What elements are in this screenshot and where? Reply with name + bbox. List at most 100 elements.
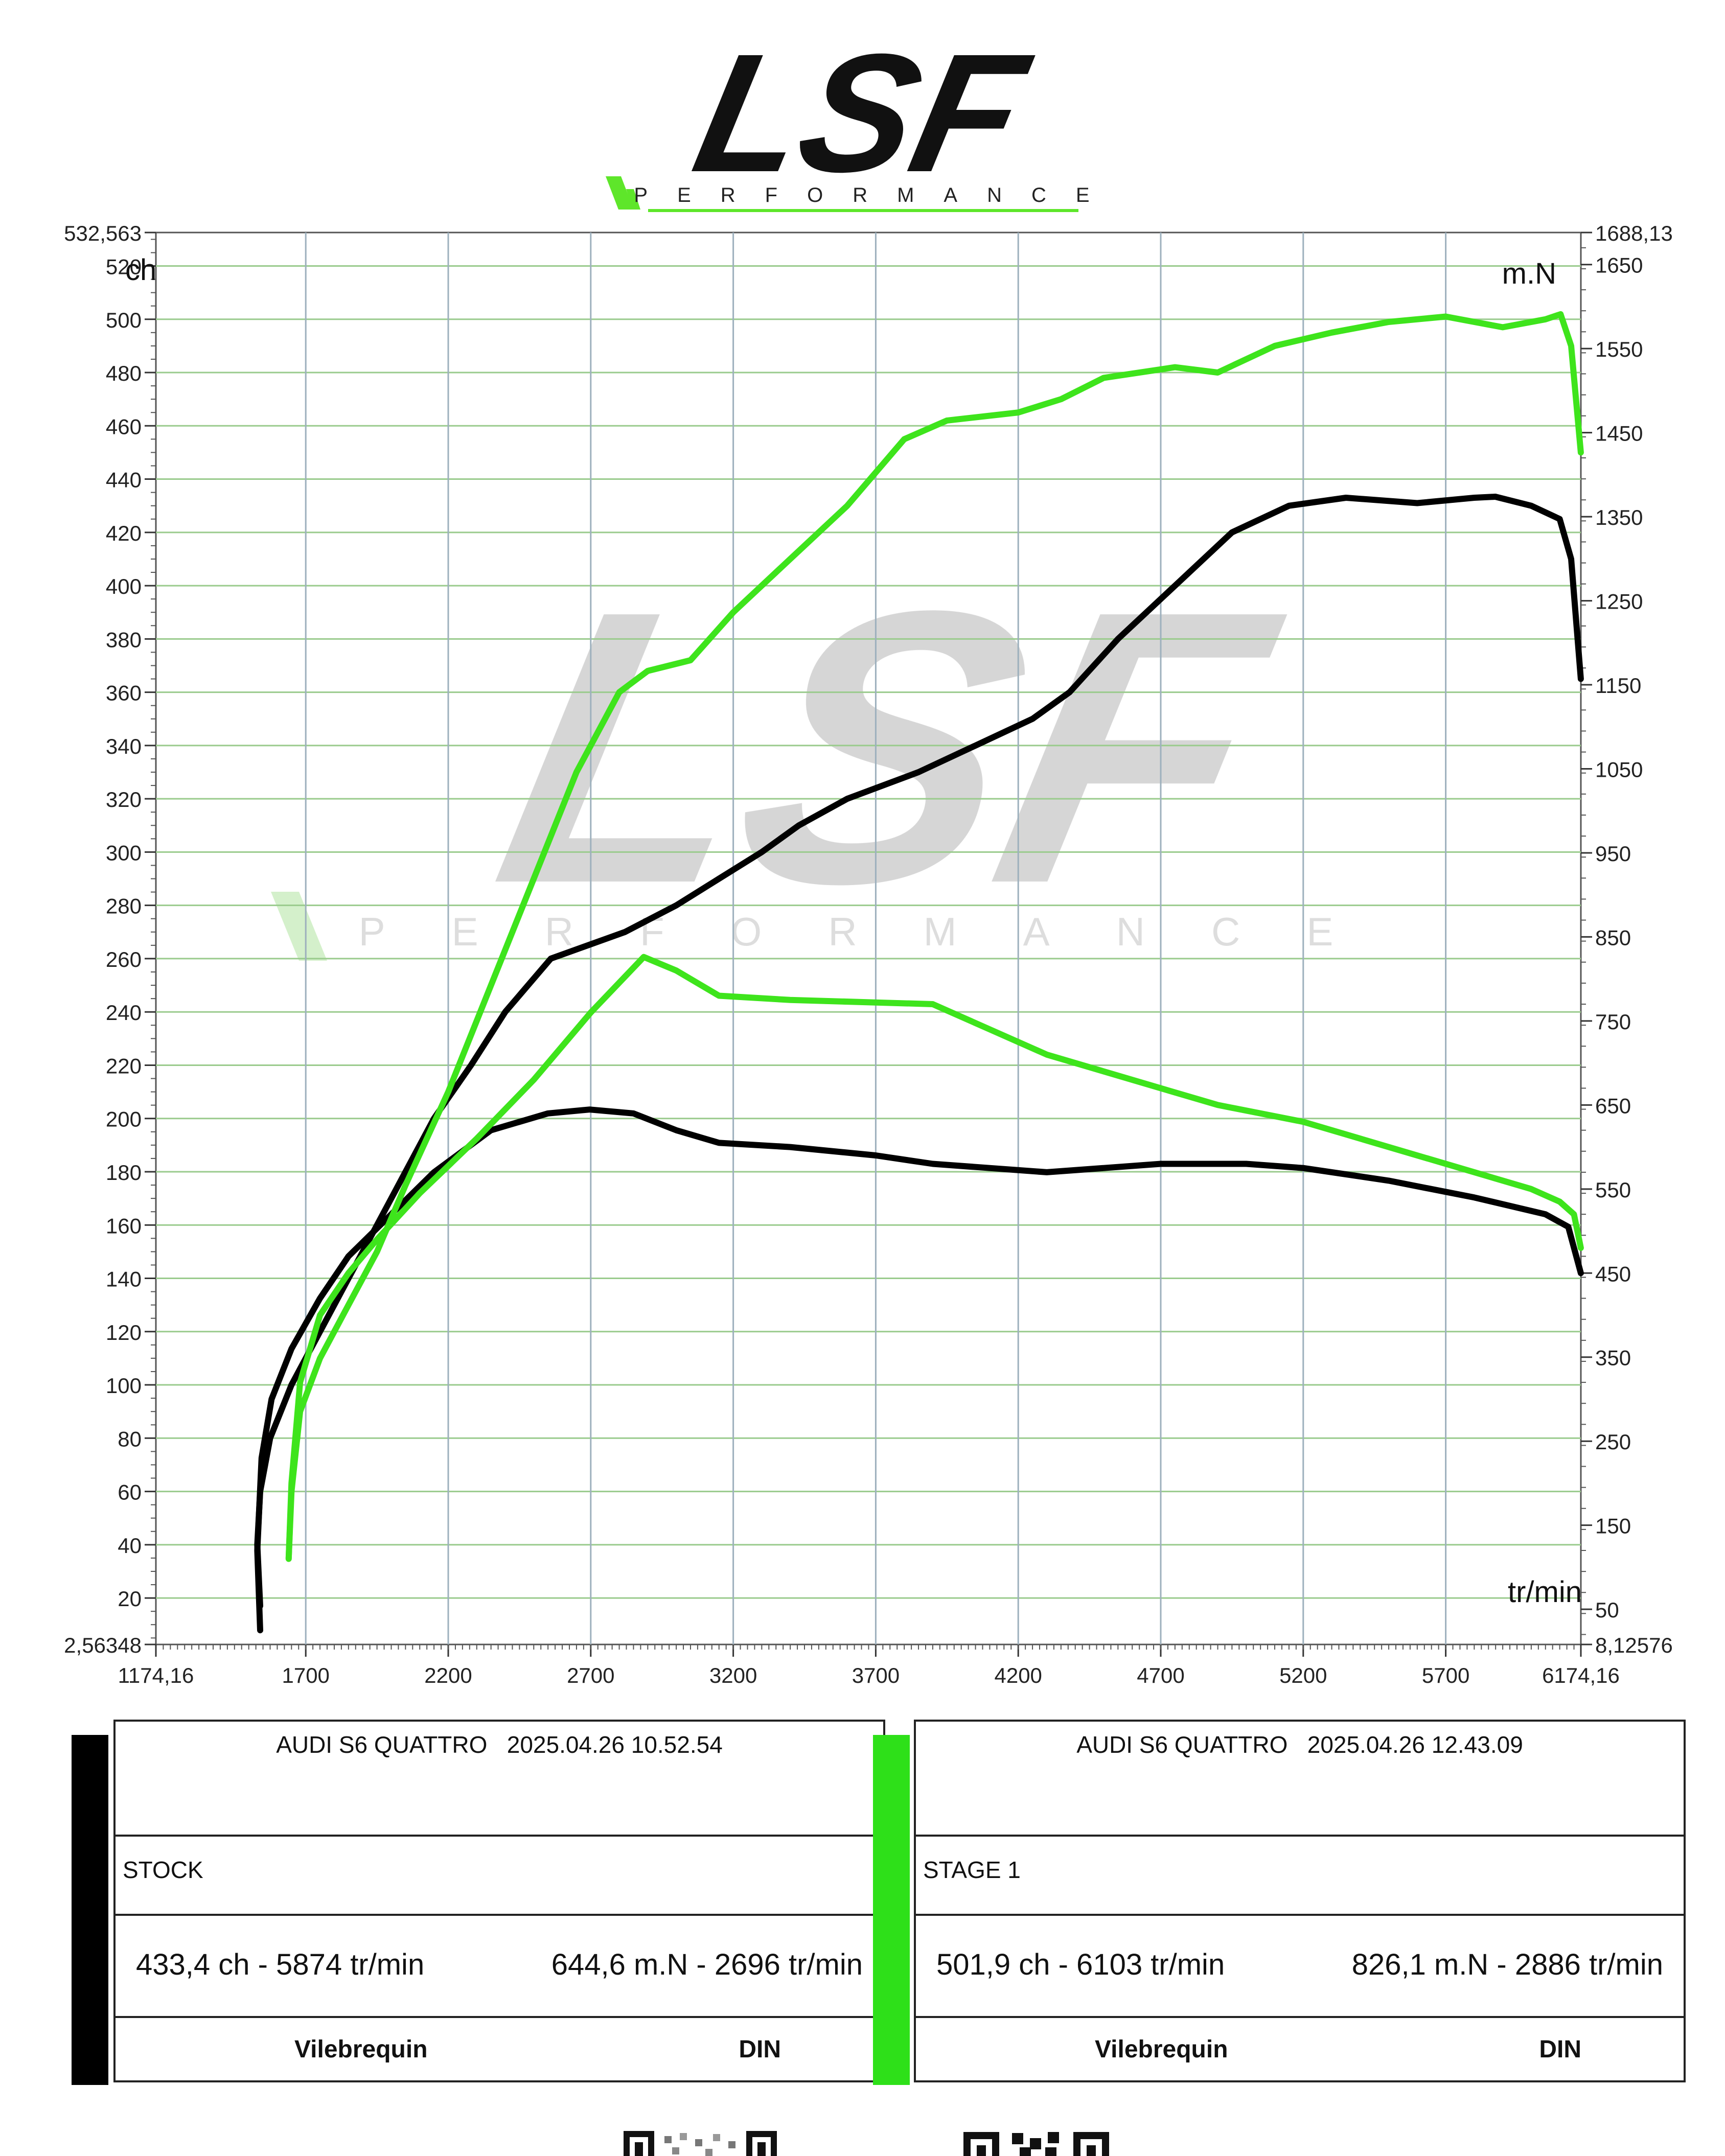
x-tick-label: 1174,16	[118, 1663, 194, 1687]
y-right-tick-label: 8,12576	[1595, 1633, 1673, 1657]
left-axis-label: ch	[125, 253, 156, 287]
qr-code-icon-2[interactable]	[963, 2121, 1112, 2156]
y-left-tick-label: 60	[118, 1480, 142, 1504]
y-left-tick-label: 240	[106, 1001, 142, 1025]
dyno-chart: LSF PERFORMANCE 2,56348 20 40 60 80 100 120 140…	[64, 221, 1673, 1687]
y-left-tick-label: 520	[106, 254, 142, 279]
y-left-tick-label: 500	[106, 308, 142, 332]
y-right-tick-label: 1688,13	[1595, 221, 1673, 245]
y-left-tick-label: 140	[106, 1267, 142, 1291]
y-left-tick-label: 160	[106, 1214, 142, 1238]
lsf-performance-logo: LSF PERFORMANCE	[606, 18, 1119, 212]
watermark-accent-icon	[271, 892, 327, 961]
stage1-color-bar	[873, 1735, 910, 2085]
stock-color-bar	[72, 1735, 108, 2085]
y-right-tick-label: 1550	[1595, 337, 1643, 361]
y-left-tick-label: 2,56348	[64, 1633, 142, 1657]
y-left-tick-label: 120	[106, 1320, 142, 1344]
stock-torque-line	[254, 1106, 1584, 1634]
y-right-tick-label: 1650	[1595, 253, 1643, 277]
timestamp: 2025.04.26 12.43.09	[1307, 1731, 1523, 1758]
max-torque: 644,6 m.N - 2696 tr/min	[551, 1948, 863, 1981]
card-config-row: STAGE 1	[916, 1837, 1684, 1916]
x-tick-label: 6174,16	[1542, 1663, 1620, 1687]
y-left-tick-label: 220	[106, 1054, 142, 1078]
y-left-tick-label: 180	[106, 1161, 142, 1185]
qr-code-icon[interactable]	[624, 2121, 777, 2156]
measure-point: Vilebrequin	[1095, 2036, 1228, 2063]
y-left-tick-label: 80	[118, 1427, 142, 1451]
x-tick-label: 1700	[282, 1663, 329, 1687]
y-left-tick-label: 400	[106, 574, 142, 598]
y-right-tick-label: 650	[1595, 1094, 1631, 1118]
watermark: LSF PERFORMANCE	[271, 530, 1333, 964]
y-right-tick-label: 950	[1595, 842, 1631, 866]
y-left-tick-label: 260	[106, 947, 142, 971]
logo-text: LSF	[681, 18, 1044, 207]
x-tick-label: 5200	[1279, 1663, 1327, 1687]
max-power: 433,4 ch - 5874 tr/min	[136, 1948, 425, 1981]
y-right-tick-label: 1250	[1595, 590, 1643, 614]
stage1-card: AUDI S6 QUATTRO 2025.04.26 12.43.09 STAG…	[914, 1720, 1686, 2082]
max-torque: 826,1 m.N - 2886 tr/min	[1351, 1948, 1663, 1981]
config-label: STOCK	[123, 1857, 203, 1883]
measure-point: Vilebrequin	[294, 2036, 428, 2063]
stock-power-line	[254, 494, 1584, 1609]
y-right-tick-label: 250	[1595, 1430, 1631, 1454]
card-results-row: 433,4 ch - 5874 tr/min 644,6 m.N - 2696 …	[116, 1916, 883, 2018]
y-right-tick-label: 450	[1595, 1262, 1631, 1286]
standard-label: DIN	[739, 2036, 781, 2063]
logo-accent-icon-small	[626, 189, 640, 210]
y-left-tick-label: 460	[106, 414, 142, 438]
card-results-row: 501,9 ch - 6103 tr/min 826,1 m.N - 2886 …	[916, 1916, 1684, 2018]
y-right-tick-label: 850	[1595, 925, 1631, 949]
card-header: AUDI S6 QUATTRO 2025.04.26 10.52.54	[116, 1731, 883, 1758]
logo-subtitle: PERFORMANCE	[634, 184, 1119, 206]
card-header-row: AUDI S6 QUATTRO 2025.04.26 10.52.54	[116, 1722, 883, 1837]
stock-card: AUDI S6 QUATTRO 2025.04.26 10.52.54 STOC…	[113, 1720, 885, 2082]
watermark-text: LSF	[471, 530, 1308, 964]
y-left-tick-label: 320	[106, 787, 142, 812]
x-tick-label: 4700	[1137, 1663, 1184, 1687]
y-right-tick-label: 350	[1595, 1346, 1631, 1370]
y-right-tick-label: 1350	[1595, 505, 1643, 529]
y-left-tick-label: 280	[106, 894, 142, 918]
stage1-torque-line	[285, 954, 1584, 1562]
y-right-tick-label: 1450	[1595, 422, 1643, 446]
standard-label: DIN	[1539, 2036, 1581, 2063]
x-axis-label: tr/min	[1508, 1575, 1582, 1609]
timestamp: 2025.04.26 10.52.54	[507, 1731, 723, 1758]
y-left-tick-label: 40	[118, 1534, 142, 1558]
y-left-tick-label: 300	[106, 841, 142, 865]
y-right-tick-label: 1150	[1595, 674, 1641, 698]
x-tick-label: 4200	[994, 1663, 1042, 1687]
y-left-tick-label: 532,563	[64, 221, 142, 245]
y-left-tick-label: 100	[106, 1374, 142, 1398]
y-right-tick-label: 150	[1595, 1514, 1631, 1538]
vehicle-name: AUDI S6 QUATTRO	[276, 1731, 488, 1758]
y-left-tick-label: 200	[106, 1107, 142, 1131]
max-power: 501,9 ch - 6103 tr/min	[936, 1948, 1225, 1981]
card-header: AUDI S6 QUATTRO 2025.04.26 12.43.09	[916, 1731, 1684, 1758]
x-tick-label: 3200	[709, 1663, 757, 1687]
vehicle-name: AUDI S6 QUATTRO	[1076, 1731, 1288, 1758]
card-header-row: AUDI S6 QUATTRO 2025.04.26 12.43.09	[916, 1722, 1684, 1837]
y-right-tick-label: 750	[1595, 1010, 1631, 1034]
config-label: STAGE 1	[923, 1857, 1021, 1883]
card-footer-row: Vilebrequin DIN	[916, 2018, 1684, 2082]
y-left-tick-label: 480	[106, 361, 142, 385]
x-tick-label: 5700	[1422, 1663, 1469, 1687]
y-right-tick-label: 50	[1595, 1598, 1619, 1622]
y-left-tick-label: 340	[106, 734, 142, 758]
y-left-tick-label: 420	[106, 521, 142, 545]
card-footer-row: Vilebrequin DIN	[116, 2018, 883, 2082]
card-config-row: STOCK	[116, 1837, 883, 1916]
right-axis-label: m.N	[1502, 257, 1556, 290]
logo-accent-icon	[606, 176, 634, 210]
y-left-tick-label: 440	[106, 468, 142, 492]
y-right-tick-label: 550	[1595, 1178, 1631, 1202]
y-right-tick-label: 1050	[1595, 757, 1643, 781]
y-left-tick-label: 20	[118, 1587, 142, 1611]
y-left-tick-label: 360	[106, 681, 142, 705]
y-left-tick-label: 380	[106, 628, 142, 652]
